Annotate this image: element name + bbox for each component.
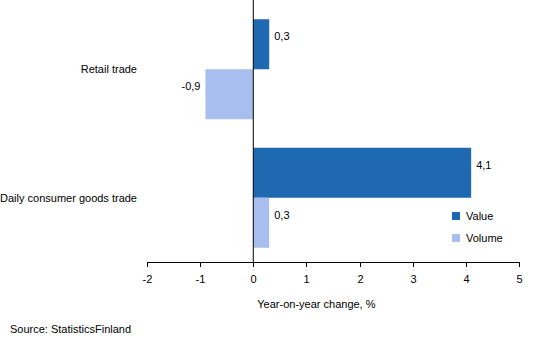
x-tick-label: 5 xyxy=(516,273,522,285)
category-label: Retail trade xyxy=(81,63,137,75)
x-tick xyxy=(466,262,467,267)
bar xyxy=(253,148,471,198)
legend-label: Value xyxy=(466,210,493,222)
x-tick-label: 2 xyxy=(357,273,363,285)
bars xyxy=(205,19,471,248)
data-label: 0,3 xyxy=(274,30,289,42)
legend-swatch xyxy=(452,212,460,220)
data-label: -0,9 xyxy=(181,80,200,92)
x-tick xyxy=(519,262,520,267)
zero-line xyxy=(253,0,254,262)
x-tick-label: 4 xyxy=(463,273,469,285)
x-tick xyxy=(253,262,254,267)
source-note: Source: StatisticsFinland xyxy=(10,323,131,335)
data-label: 0,3 xyxy=(274,209,289,221)
legend-label: Volume xyxy=(466,232,503,244)
x-tick xyxy=(306,262,307,267)
x-tick xyxy=(360,262,361,267)
x-axis-label: Year-on-year change, % xyxy=(257,298,375,310)
data-label: 4,1 xyxy=(476,159,491,171)
legend-swatch xyxy=(452,234,460,242)
x-tick-label: 0 xyxy=(250,273,256,285)
category-label: Daily consumer goods trade xyxy=(0,192,137,204)
x-tick xyxy=(200,262,201,267)
x-tick xyxy=(147,262,148,267)
chart: Retail trade Daily consumer goods trade 0,… xyxy=(0,0,533,360)
bar xyxy=(205,69,253,119)
bar xyxy=(253,19,269,69)
x-tick xyxy=(413,262,414,267)
x-tick-label: -1 xyxy=(196,273,206,285)
x-tick-label: 3 xyxy=(410,273,416,285)
x-axis xyxy=(147,262,519,263)
x-tick-label: 1 xyxy=(303,273,309,285)
x-tick-label: -2 xyxy=(143,273,153,285)
bar xyxy=(253,198,269,248)
